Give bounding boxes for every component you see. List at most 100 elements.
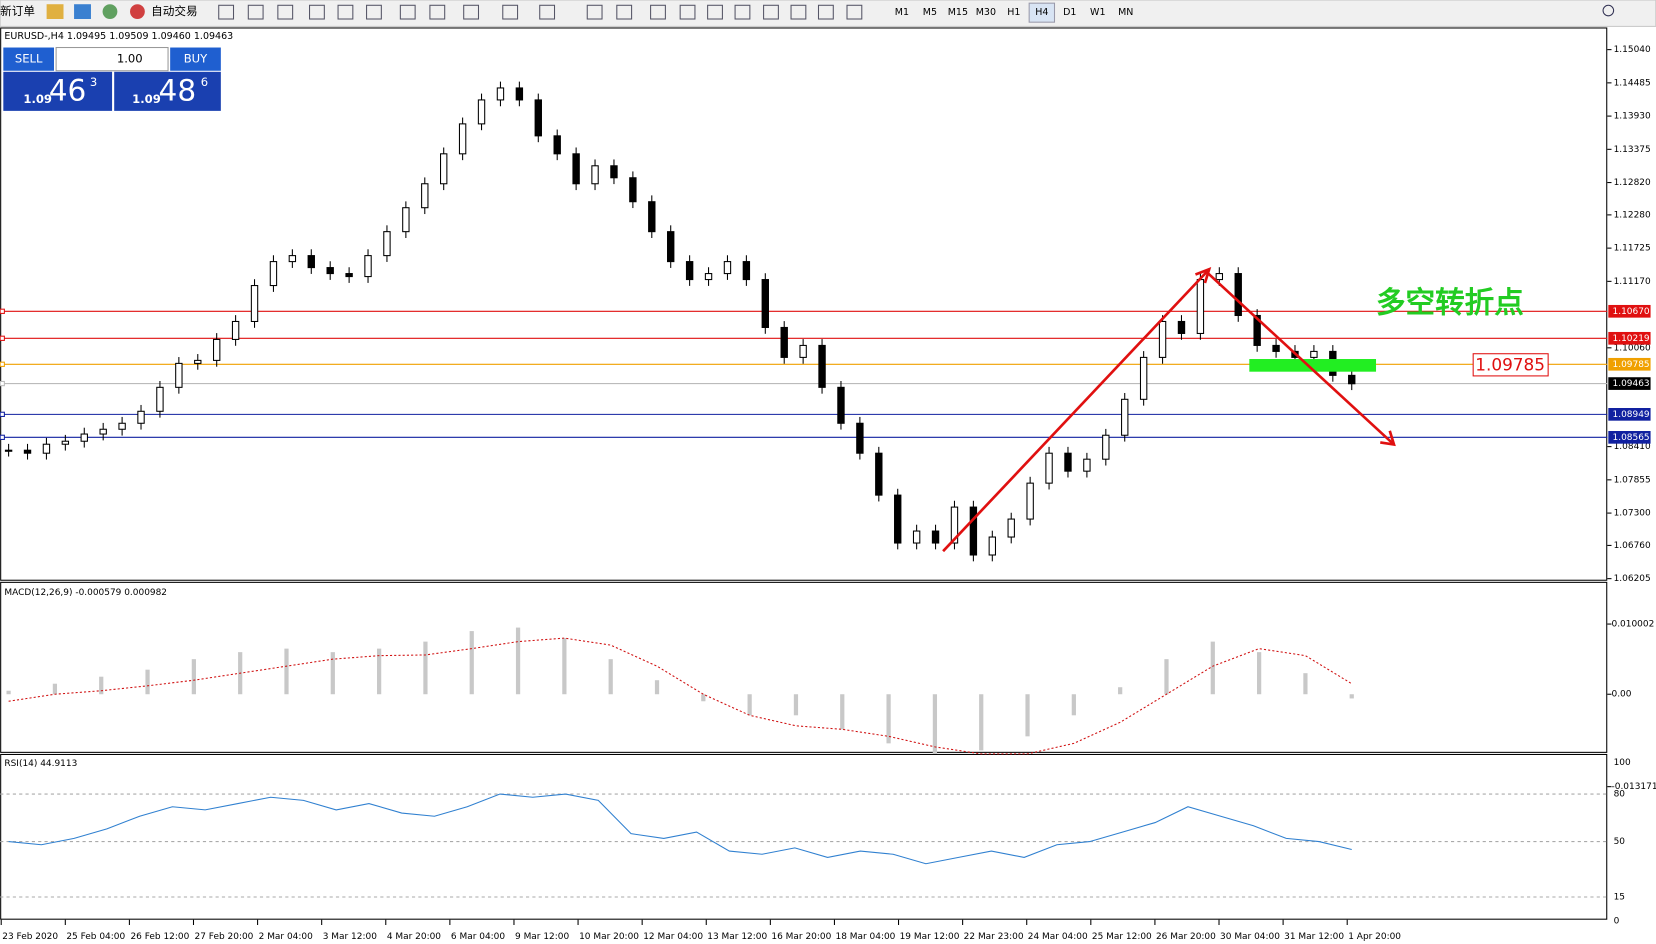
tool-icon[interactable] <box>586 4 603 20</box>
sell-label[interactable]: SELL <box>15 52 43 66</box>
candle <box>477 99 486 125</box>
candle <box>629 177 637 203</box>
auto-trade[interactable]: 自动交易 <box>151 4 197 18</box>
buy-label[interactable]: BUY <box>184 52 208 66</box>
macd-bar <box>377 648 382 695</box>
icon[interactable] <box>74 4 91 20</box>
buy-button[interactable] <box>170 47 221 71</box>
macd-bar <box>608 659 613 695</box>
tool-icon[interactable] <box>616 4 633 20</box>
tool-icon[interactable] <box>463 4 480 20</box>
macd-bar <box>515 627 521 695</box>
candle <box>799 344 807 358</box>
candle <box>345 273 353 278</box>
level-marker <box>0 308 5 314</box>
level-marker <box>0 434 5 440</box>
candle <box>156 386 164 412</box>
tool-icon[interactable] <box>399 4 416 20</box>
rsi-line <box>8 793 1352 865</box>
level-label: 1.09785 <box>1613 360 1650 370</box>
timeframe[interactable]: M30 <box>976 7 996 18</box>
tool-icon[interactable] <box>539 4 556 20</box>
timeframe[interactable]: W1 <box>1090 7 1105 18</box>
candle <box>42 443 51 454</box>
macd-bar <box>1256 652 1262 695</box>
rsi-panel <box>0 753 1608 920</box>
macd-bar <box>52 683 58 695</box>
macd-bar <box>1210 641 1215 695</box>
macd-bar <box>145 669 150 695</box>
candle <box>1064 452 1072 472</box>
tool-icon[interactable] <box>366 4 382 20</box>
tool-icon[interactable] <box>247 4 264 20</box>
candle <box>1158 320 1167 358</box>
time-label: 31 Mar 12:00 <box>1284 932 1344 942</box>
level-tag <box>1608 408 1651 421</box>
tool-icon[interactable] <box>763 4 779 20</box>
tool-icon[interactable] <box>218 4 235 20</box>
macd-bar <box>330 652 335 695</box>
level-tag <box>1608 357 1651 371</box>
candle <box>288 255 297 263</box>
annotation: 多空转折点 <box>1376 286 1524 320</box>
candle <box>1045 452 1053 484</box>
timeframe[interactable]: MN <box>1118 7 1133 18</box>
time-label: 26 Mar 20:00 <box>1156 932 1216 942</box>
price-tick-label: 1.07855 <box>1614 475 1651 485</box>
timeframe[interactable]: H1 <box>1007 7 1020 18</box>
sell-button[interactable] <box>3 47 55 71</box>
lot-input[interactable] <box>55 46 169 72</box>
timeframe[interactable]: M5 <box>923 7 937 18</box>
timeframe[interactable]: M15 <box>948 7 968 18</box>
arrow-down <box>1206 271 1395 446</box>
time-label: 25 Feb 04:00 <box>66 932 125 942</box>
icon[interactable] <box>102 4 118 20</box>
tool-icon[interactable] <box>734 4 751 20</box>
tool-icon[interactable] <box>502 4 519 20</box>
tool-icon[interactable] <box>309 4 325 20</box>
macd-bar <box>654 680 660 695</box>
macd-tick-label: 0.00 <box>1611 690 1631 700</box>
buy-frac: 6 <box>201 75 208 89</box>
main-chart <box>0 27 1608 581</box>
candle <box>856 422 864 454</box>
buy-price[interactable] <box>114 71 221 111</box>
tool-icon[interactable] <box>650 4 666 20</box>
level-tag <box>1608 377 1651 390</box>
lot[interactable]: 1.00 <box>117 52 143 66</box>
macd-bar <box>423 641 428 695</box>
level-tag <box>1608 304 1651 318</box>
level-tag <box>1608 331 1651 345</box>
time-label: 23 Feb 2020 <box>2 932 58 942</box>
sell-frac: 3 <box>90 75 97 89</box>
timeframe[interactable]: M1 <box>895 7 909 18</box>
candle <box>364 255 372 278</box>
candle <box>4 449 13 452</box>
macd-bar <box>6 690 11 695</box>
new-order[interactable]: 新订单 <box>0 4 35 18</box>
timeframe[interactable]: H4 <box>1035 7 1048 18</box>
time-label: 1 Apr 20:00 <box>1348 932 1401 942</box>
candle <box>950 506 959 544</box>
tool-icon[interactable] <box>707 4 723 20</box>
tool-icon[interactable] <box>679 4 696 20</box>
candle <box>23 449 32 454</box>
icon[interactable] <box>46 4 64 20</box>
tool-icon[interactable] <box>429 4 446 20</box>
tool-icon[interactable] <box>817 4 834 20</box>
tool-icon[interactable] <box>277 4 294 20</box>
tool-icon[interactable] <box>790 4 807 20</box>
time-label: 12 Mar 04:00 <box>643 932 703 942</box>
price-tick-label: 1.06205 <box>1614 574 1651 584</box>
tool-icon[interactable] <box>337 4 354 20</box>
search-icon[interactable] <box>1602 4 1615 17</box>
candle <box>912 530 921 544</box>
sell-price[interactable] <box>3 71 113 111</box>
candle <box>99 428 107 435</box>
rsi-tick-label: 0 <box>1614 916 1620 926</box>
icon[interactable] <box>130 4 145 20</box>
level-label: 1.10219 <box>1613 334 1650 344</box>
tool-icon[interactable] <box>846 4 863 20</box>
timeframe[interactable]: D1 <box>1063 7 1076 18</box>
time-label: 25 Mar 12:00 <box>1092 932 1152 942</box>
